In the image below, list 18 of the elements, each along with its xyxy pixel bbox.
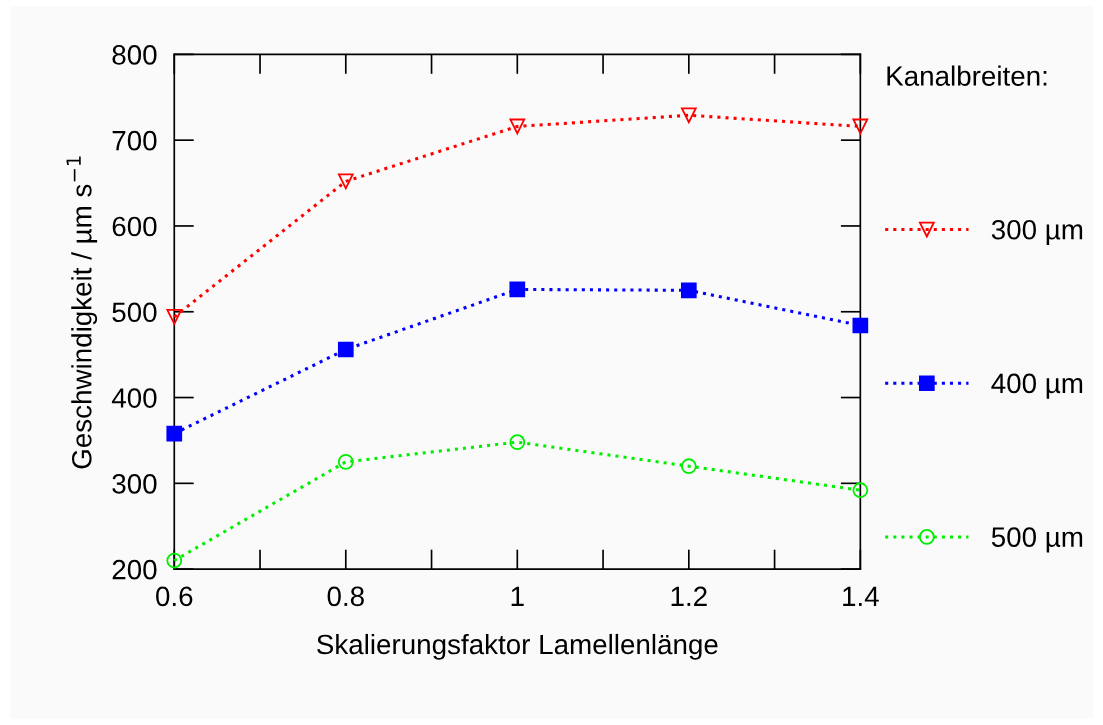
legend-label: 500 µm bbox=[991, 527, 1083, 553]
y-tick-label: 800 bbox=[112, 45, 157, 65]
y-axis-title: Geschwindigkeit / µm s$^{−1}$ bbox=[66, 156, 98, 469]
x-tick-label: 1.4 bbox=[843, 586, 879, 606]
y-tick-label: 600 bbox=[112, 216, 157, 237]
legend-label: 300 µm bbox=[991, 219, 1083, 246]
y-tick-label: 700 bbox=[112, 130, 157, 151]
legend-label: 400 µm bbox=[991, 373, 1083, 399]
x-tick-label: 0.8 bbox=[327, 586, 364, 607]
legend-title: Kanalbreiten: bbox=[887, 65, 1047, 86]
x-tick-label: 0.6 bbox=[156, 586, 193, 607]
x-tick-label: 1 bbox=[511, 586, 524, 606]
x-tick-label: 1.2 bbox=[671, 586, 707, 606]
y-tick-label: 500 bbox=[112, 302, 157, 323]
y-tick-label: 200 bbox=[112, 559, 157, 580]
y-tick-label: 300 bbox=[112, 474, 157, 494]
y-tick-label: 400 bbox=[111, 388, 157, 408]
x-axis-title: Skalierungsfaktor Lamellenlänge bbox=[317, 633, 718, 660]
